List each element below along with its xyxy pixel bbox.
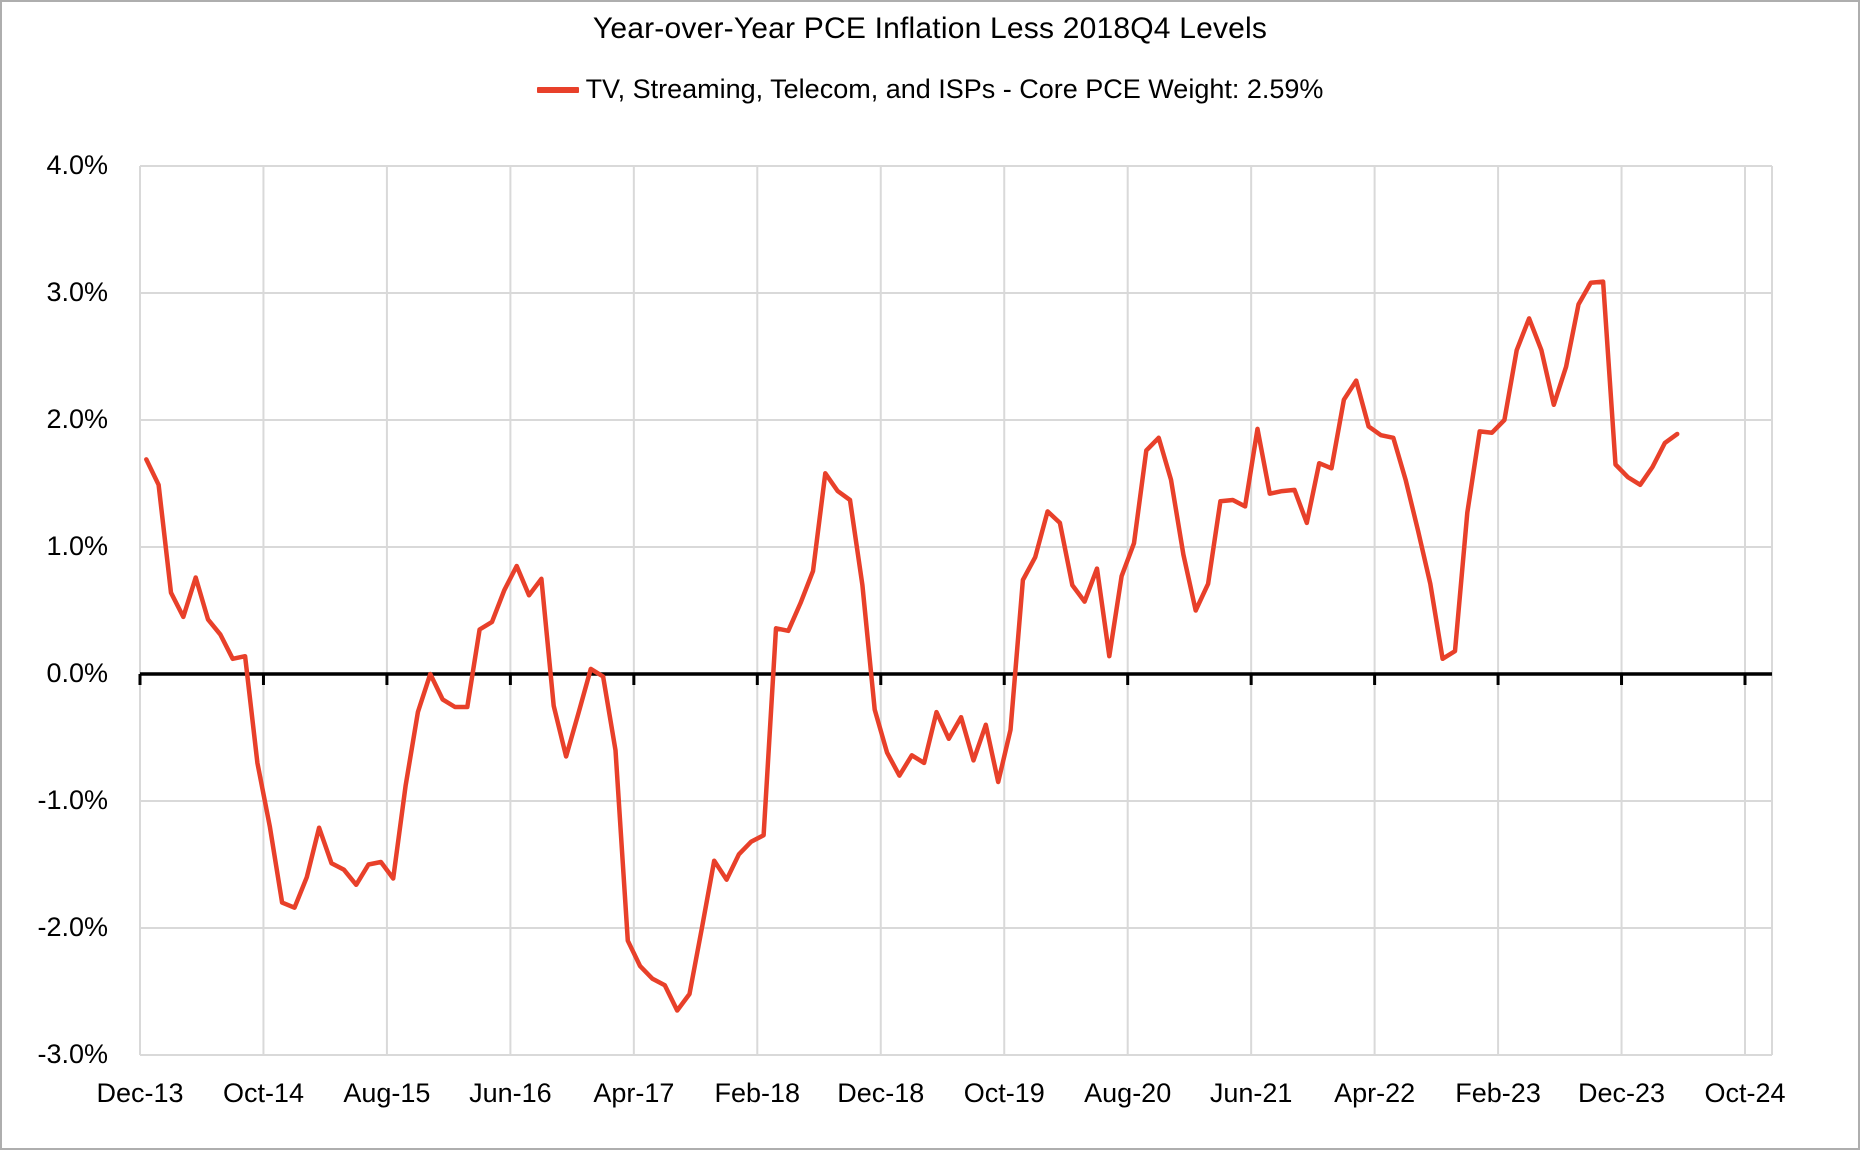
y-tick-label: -1.0% [37,785,108,815]
x-tick-label: Dec-18 [837,1078,925,1108]
x-tick-label: Jun-16 [469,1078,552,1108]
legend-label: TV, Streaming, Telecom, and ISPs - Core … [585,74,1324,104]
x-tick-label: Oct-19 [963,1078,1045,1108]
x-tick-label: Dec-23 [1578,1078,1666,1108]
x-tick-label: Apr-17 [593,1078,675,1108]
pce-series-line [144,279,1680,1013]
y-tick-label: -2.0% [37,912,108,942]
chart-title: Year-over-Year PCE Inflation Less 2018Q4… [592,12,1268,45]
x-tick-label: Feb-23 [1455,1078,1541,1108]
x-tick-label: Jun-21 [1209,1078,1293,1108]
y-tick-label: 1.0% [46,531,108,561]
x-tick-label: Oct-14 [222,1078,304,1108]
x-tick-label: Dec-13 [96,1078,184,1108]
chart-legend: TV, Streaming, Telecom, and ISPs - Core … [0,74,1860,105]
y-tick-label: 2.0% [46,404,108,434]
y-tick-label: 0.0% [46,658,108,688]
y-tick-label: -3.0% [37,1039,108,1069]
x-tick-label: Oct-24 [1704,1078,1786,1108]
legend-line-swatch [536,86,579,93]
y-tick-label: 4.0% [46,150,108,180]
x-tick-label: Aug-15 [343,1078,431,1108]
x-tick-label: Apr-22 [1334,1078,1416,1108]
y-tick-label: 3.0% [46,277,108,307]
x-tick-label: Feb-18 [714,1078,801,1108]
x-tick-label: Aug-20 [1084,1078,1172,1108]
